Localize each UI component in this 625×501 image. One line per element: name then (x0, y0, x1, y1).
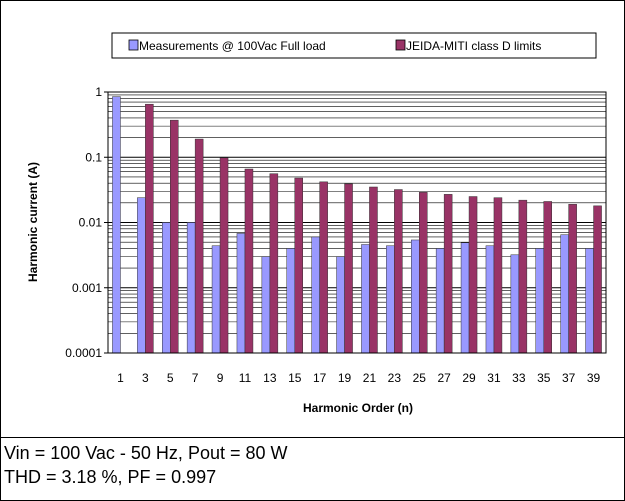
bar-limit (518, 199, 528, 354)
y-tick-label: 0.0001 (65, 346, 102, 360)
bar-measurement (386, 245, 395, 354)
y-tick-label: 0.1 (85, 150, 102, 164)
legend-swatch-limits (395, 39, 406, 51)
x-tick-labels: 1 3 5 7 9 11 13 15 17 19 21 23 25 27 29 31 33 35 37 39 (117, 371, 600, 385)
bar-limit (468, 196, 478, 354)
x-tick-label: 9 (217, 371, 224, 385)
bar-limit (568, 204, 577, 354)
bar-measurement (211, 245, 221, 354)
y-axis-title: Harmonic current (A) (26, 162, 40, 282)
x-tick-label: 27 (437, 371, 451, 385)
bar-limit (145, 103, 154, 354)
y-tick-label: 0.001 (72, 281, 102, 295)
x-tick-label: 19 (338, 371, 352, 385)
y-tick-label: 1 (95, 85, 102, 99)
bar-measurement (535, 248, 544, 354)
operating-conditions-text: Vin = 100 Vac - 50 Hz, Pout = 80 W (4, 443, 288, 463)
x-tick-label: 15 (288, 371, 302, 385)
x-tick-label: 3 (142, 371, 149, 385)
bar-measurement (186, 222, 196, 354)
legend-box (111, 32, 597, 59)
bar-measurement (585, 248, 594, 354)
legend-swatch-measurements (128, 39, 139, 51)
bar-measurement (361, 244, 370, 354)
bar-measurement (485, 245, 495, 354)
legend-label-limits: JEIDA-MITI class D limits (406, 39, 541, 53)
grid-lines (104, 91, 606, 354)
x-tick-label: 29 (462, 371, 476, 385)
bar-limit (219, 157, 229, 354)
plot-area-border (107, 91, 607, 354)
bar-limit (319, 181, 328, 354)
x-tick-label: 35 (537, 371, 551, 385)
bar-measurement (112, 96, 121, 354)
x-tick-label: 13 (263, 371, 277, 385)
bar-limit (369, 186, 378, 354)
x-tick-label: 21 (363, 371, 377, 385)
bar-measurement (137, 197, 146, 354)
x-tick-label: 33 (512, 371, 526, 385)
bar-limit (294, 177, 303, 354)
bar-limit (593, 205, 602, 354)
x-tick-label: 11 (239, 371, 252, 385)
info-divider (0, 437, 625, 438)
y-tick-label: 0.01 (79, 216, 103, 230)
bar-measurement (411, 239, 420, 354)
bar-measurement (286, 248, 295, 354)
bar-measurement (460, 242, 470, 354)
bar-limit (244, 168, 254, 354)
bar-limit (443, 194, 453, 354)
bar-limit (269, 173, 279, 354)
x-tick-label: 23 (388, 371, 402, 385)
bar-limit (543, 201, 552, 354)
bar-limit (194, 138, 204, 354)
bar-measurement (336, 256, 345, 354)
x-tick-label: 31 (487, 371, 501, 385)
x-tick-label: 7 (192, 371, 199, 385)
bar-limit (344, 183, 353, 354)
x-tick-label: 5 (167, 371, 174, 385)
bars (112, 96, 602, 354)
thd-pf-text: THD = 3.18 %, PF = 0.997 (4, 467, 217, 487)
bar-limit (493, 197, 503, 354)
x-tick-label: 1 (117, 371, 124, 385)
bar-measurement (560, 234, 569, 354)
bar-measurement (435, 248, 445, 354)
x-tick-label: 37 (562, 371, 576, 385)
y-tick-labels: 0.0001 0.001 0.01 0.1 1 (65, 85, 102, 360)
bar-measurement (162, 222, 171, 354)
bar-measurement (236, 233, 246, 354)
legend-label-measurements: Measurements @ 100Vac Full load (139, 39, 326, 53)
x-tick-label: 25 (413, 371, 427, 385)
x-axis-title: Harmonic Order (n) (303, 401, 413, 415)
bar-measurement (261, 256, 271, 354)
bar-limit (170, 119, 179, 354)
bar-limit (394, 189, 403, 354)
bar-measurement (510, 254, 520, 354)
bar-limit (419, 192, 428, 354)
bar-measurement (311, 236, 320, 354)
x-tick-label: 17 (313, 371, 327, 385)
x-tick-label: 39 (587, 371, 601, 385)
legend: Measurements @ 100Vac Full load JEIDA-MI… (111, 32, 597, 59)
